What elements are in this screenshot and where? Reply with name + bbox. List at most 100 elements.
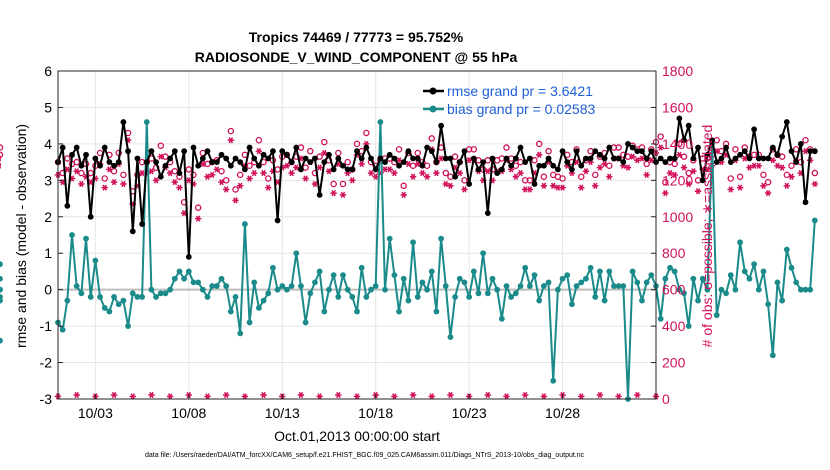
obs-assimilated-point [339,191,347,199]
star-stroke [223,391,229,399]
bias-point [218,275,225,282]
bias-point [601,297,608,304]
obs-low-point [634,391,641,399]
obs-assimilated-point [727,186,734,193]
star-stroke [205,173,210,180]
bias-point [400,275,407,282]
bias-point [171,275,178,282]
rmse-point [209,159,216,166]
star-stroke [139,169,145,177]
star-stroke [602,160,607,168]
rmse-point [484,210,491,217]
rmse-point [545,155,552,162]
obs-assimilated-point [788,173,795,180]
left-tick-label: 3 [44,172,52,188]
rmse-point [592,148,599,155]
star-stroke [607,173,612,180]
star-stroke [630,153,635,160]
rmse-point [554,166,561,173]
rmse-point [307,159,314,166]
bias-point [737,239,743,246]
star-stroke [639,155,645,162]
star-stroke [789,173,794,180]
rmse-point [489,155,496,162]
star-stroke [597,164,603,171]
bias-point [723,290,729,297]
left-tick-label: -3 [40,391,53,407]
obs-possible-point [802,136,809,144]
bias-point [699,275,706,282]
rmse-point [573,148,580,155]
chart-title-line1: Tropics 74469 / 77773 = 95.752% [249,29,464,45]
star-stroke [401,191,406,199]
bias-point [162,290,169,297]
obs-assimilated-point [288,169,295,177]
obs-assimilated-point [110,179,118,186]
star-stroke [784,182,790,189]
rmse-point [153,159,160,166]
right-tick-label: 1600 [662,99,693,115]
rmse-point [171,148,178,155]
bias-point [765,301,772,308]
rmse-point [765,155,772,162]
bias-point [685,323,692,330]
rmse-point [788,148,795,155]
rmse-point [246,144,253,151]
obs-low-point [73,391,80,399]
obs-possible-point [503,144,510,151]
star-stroke [667,169,673,177]
star-stroke [195,215,201,222]
star-stroke [88,179,93,186]
rmse-point [101,144,108,151]
bias-point [293,250,300,257]
star-stroke [181,209,187,217]
obs-possible-point [400,182,407,190]
star-stroke [331,189,336,197]
bias-point [713,312,720,319]
rmse-point [87,213,94,220]
rmse-point [676,115,683,122]
star-stroke [237,182,243,189]
star-stroke [728,186,733,193]
star-stroke [322,149,327,157]
bias-point [0,294,3,300]
rmse-point [709,137,715,144]
bias-point [223,283,230,289]
bias-point [176,268,183,275]
bias-point [634,279,641,286]
bias-point [442,283,449,289]
obs-possible-point [680,153,688,160]
rmse-point [199,155,206,162]
rmse-point [723,144,729,151]
star-stroke [289,169,294,177]
obs-assimilated-point [325,168,333,175]
rmse-point [494,170,501,176]
obs-assimilated-point [349,177,356,184]
star-stroke [462,186,467,193]
star-stroke [522,391,528,399]
star-stroke [579,393,584,400]
rmse-point [251,155,258,162]
obs-low-point [578,393,585,400]
rmse-point [288,159,295,166]
obs-assimilated-point [746,164,753,171]
rmse-point [438,122,444,129]
bias-point [755,286,762,293]
obs-possible-point [363,129,370,137]
obs-low-point [391,393,398,400]
star-stroke [751,162,757,169]
obs-assimilated-point [152,177,160,184]
bias-point [330,272,337,278]
obs-possible-point [736,173,744,180]
rmse-point [755,155,762,162]
rmse-point [737,151,743,158]
bias-point [503,283,510,289]
bias-point [78,290,85,297]
bias-point [246,319,253,326]
right-axis: 0 200 400 600 800 1000 1200 1400 1600 1800 [651,63,693,407]
star-stroke [223,186,229,193]
bias-point [629,268,636,275]
rmse-point [265,155,272,162]
obs-assimilated-point [106,166,113,173]
obs-possible-point [0,144,4,151]
